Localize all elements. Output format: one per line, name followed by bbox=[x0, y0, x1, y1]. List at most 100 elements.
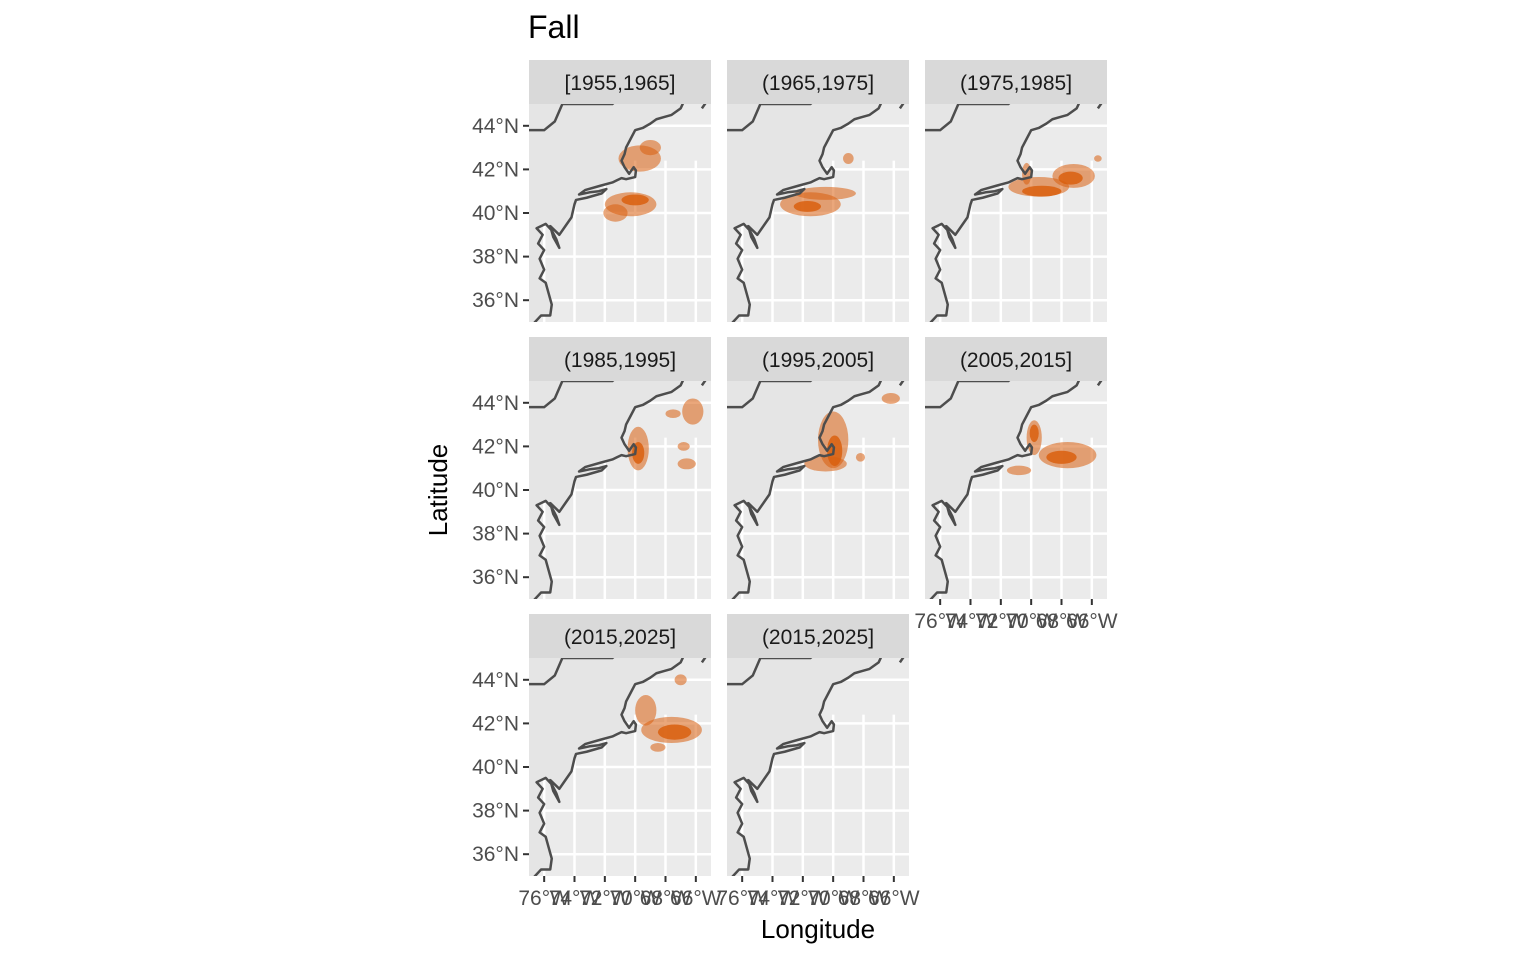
y-tick-label: 38°N bbox=[472, 246, 519, 269]
land-area-overlay bbox=[529, 381, 683, 599]
land-area-overlay bbox=[727, 658, 881, 876]
facet-panel: (1975,1985] bbox=[925, 60, 1107, 322]
density-region bbox=[855, 452, 866, 462]
density-region bbox=[682, 398, 704, 425]
facet-strip-label: (1995,2005] bbox=[762, 349, 874, 372]
coastline-ns bbox=[898, 104, 905, 110]
facet-strip bbox=[727, 60, 909, 104]
panel-body bbox=[727, 381, 909, 599]
coastline bbox=[731, 658, 883, 876]
x-tick-label: 76°W bbox=[518, 887, 570, 910]
coastline-ns bbox=[700, 381, 707, 387]
state-border bbox=[727, 381, 813, 409]
facet-strip bbox=[727, 614, 909, 658]
density-region bbox=[1006, 465, 1032, 476]
x-tick-label: 72°W bbox=[777, 887, 829, 910]
coastline-ns bbox=[898, 658, 905, 664]
panel-body bbox=[529, 381, 711, 599]
facet-strip bbox=[529, 60, 711, 104]
state-border bbox=[727, 104, 813, 132]
density-region bbox=[665, 409, 681, 419]
land-area-overlay bbox=[925, 381, 1079, 599]
density-region bbox=[843, 153, 854, 164]
y-tick-label: 38°N bbox=[472, 800, 519, 823]
x-tick-label: 72°W bbox=[975, 610, 1027, 633]
density-region bbox=[1046, 450, 1077, 464]
density-region bbox=[603, 204, 628, 222]
x-tick-label: 70°W bbox=[1005, 610, 1057, 633]
land-area-overlay bbox=[727, 381, 881, 599]
density-region bbox=[677, 442, 690, 451]
y-tick-label: 36°N bbox=[472, 289, 519, 312]
facet-strip bbox=[925, 337, 1107, 381]
facet-panel: [1955,1965] 36°N 38°N 40°N 42°N 44°N bbox=[472, 60, 711, 322]
y-tick-label: 38°N bbox=[472, 523, 519, 546]
density-region bbox=[657, 724, 692, 740]
chart-title: Fall bbox=[528, 9, 580, 45]
x-tick-label: 74°W bbox=[549, 887, 601, 910]
density-region bbox=[1022, 185, 1062, 197]
facet-panel: (1995,2005] bbox=[727, 337, 909, 599]
coastline bbox=[533, 104, 685, 322]
state-border bbox=[925, 381, 1011, 409]
facet-strip-label: (2015,2025] bbox=[762, 626, 874, 649]
coastline bbox=[533, 381, 685, 599]
density-region bbox=[804, 456, 847, 472]
panel-body bbox=[529, 658, 711, 876]
y-tick-label: 40°N bbox=[472, 202, 519, 225]
facet-strip bbox=[529, 337, 711, 381]
density-region bbox=[674, 674, 687, 686]
coastline-ns bbox=[898, 381, 905, 387]
density-region bbox=[881, 392, 900, 404]
coastline bbox=[731, 104, 883, 322]
density-region bbox=[677, 458, 696, 470]
land-area-overlay bbox=[529, 658, 683, 876]
y-tick-label: 42°N bbox=[472, 158, 519, 181]
facet-panels: [1955,1965] 36°N 38°N 40°N 42°N 44°N (1965,197… bbox=[472, 60, 1118, 910]
land-area-overlay bbox=[529, 104, 683, 322]
coastline bbox=[929, 104, 1081, 322]
facet-panel: (2015,2025]36°N38°N40°N42°N44°N76°W74°W7… bbox=[472, 614, 722, 910]
facet-strip-label: (2005,2015] bbox=[960, 349, 1072, 372]
y-tick-label: 42°N bbox=[472, 435, 519, 458]
density-region bbox=[650, 743, 666, 752]
x-tick-label: 66°W bbox=[670, 887, 722, 910]
coastline bbox=[533, 658, 685, 876]
density-region bbox=[793, 201, 822, 212]
x-tick-label: 72°W bbox=[579, 887, 631, 910]
y-tick-label: 44°N bbox=[472, 669, 519, 692]
facet-panel: (1985,1995] 36°N 38°N 40°N 42°N 44°N bbox=[472, 337, 711, 599]
facet-strip-label: [1955,1965] bbox=[565, 72, 676, 95]
panel-body bbox=[925, 381, 1107, 599]
coastline-ns bbox=[1096, 104, 1103, 110]
coastline-ns bbox=[700, 104, 707, 110]
coastline-ns bbox=[700, 658, 707, 664]
density-region bbox=[1094, 155, 1102, 162]
x-tick-label: 76°W bbox=[914, 610, 966, 633]
x-tick-label: 68°W bbox=[640, 887, 692, 910]
density-region bbox=[1058, 171, 1083, 185]
facet-strip bbox=[925, 60, 1107, 104]
coastline-ns bbox=[1096, 381, 1103, 387]
facet-strip-label: (1975,1985] bbox=[960, 72, 1072, 95]
x-tick-label: 68°W bbox=[1036, 610, 1088, 633]
coastline bbox=[731, 381, 883, 599]
panel-body bbox=[727, 104, 909, 322]
facet-panel: (1965,1975] bbox=[727, 60, 909, 322]
panel-body bbox=[727, 658, 909, 876]
y-axis-title: Latitude bbox=[423, 444, 453, 537]
facet-strip bbox=[727, 337, 909, 381]
y-tick-label: 40°N bbox=[472, 756, 519, 779]
density-region bbox=[639, 139, 661, 156]
density-region bbox=[1029, 424, 1039, 443]
x-tick-label: 70°W bbox=[807, 887, 859, 910]
y-tick-label: 44°N bbox=[472, 115, 519, 138]
state-border bbox=[925, 104, 1011, 132]
x-tick-label: 68°W bbox=[838, 887, 890, 910]
panel-body bbox=[925, 104, 1107, 322]
land-area-overlay bbox=[727, 104, 881, 322]
density-region bbox=[621, 194, 649, 206]
y-tick-label: 40°N bbox=[472, 479, 519, 502]
facet-strip bbox=[529, 614, 711, 658]
